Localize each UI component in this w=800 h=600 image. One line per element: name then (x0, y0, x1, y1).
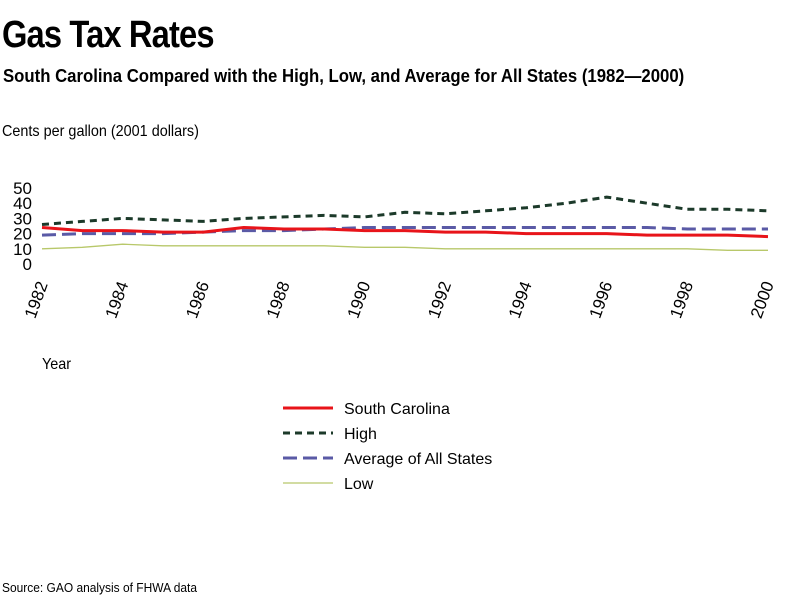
y-tick-label: 20 (13, 225, 32, 244)
x-tick-label: 1994 (505, 279, 536, 321)
x-tick-label: 1988 (263, 279, 294, 321)
legend-label: Average of All States (344, 451, 492, 468)
y-tick-label: 0 (23, 255, 32, 274)
x-tick-label: 1992 (424, 279, 455, 321)
x-axis-ticks: 1982 1984 1986 1988 1990 1992 1994 1996 1998 2000 (21, 279, 778, 321)
y-tick-label: 10 (13, 240, 32, 259)
legend-label: High (344, 426, 377, 443)
x-tick-label: 1998 (666, 279, 697, 321)
y-tick-label: 30 (13, 209, 32, 228)
x-tick-label: 2000 (747, 279, 778, 321)
source-note: Source: GAO analysis of FHWA data (2, 580, 197, 595)
series-line-south-carolina (41, 226, 769, 239)
x-tick-label: 1984 (102, 279, 133, 321)
page-title: Gas Tax Rates (2, 14, 215, 56)
series-line-low (41, 243, 768, 251)
x-tick-label: 1996 (586, 279, 617, 321)
legend-label: Low (344, 476, 374, 493)
x-tick-label: 1990 (344, 279, 375, 321)
y-tick-label: 40 (13, 194, 32, 213)
page-subtitle: South Carolina Compared with the High, L… (3, 66, 685, 86)
x-tick-label: 1982 (21, 279, 52, 321)
y-tick-label: 50 (13, 179, 32, 198)
y-axis-label: Cents per gallon (2001 dollars) (2, 123, 199, 140)
legend: South Carolina High Average of All States L… (283, 401, 492, 493)
x-axis-label: Year (42, 356, 72, 373)
series-line-high (41, 195, 769, 226)
series-lines (41, 195, 769, 251)
x-tick-label: 1986 (182, 279, 213, 321)
legend-label: South Carolina (344, 401, 450, 418)
